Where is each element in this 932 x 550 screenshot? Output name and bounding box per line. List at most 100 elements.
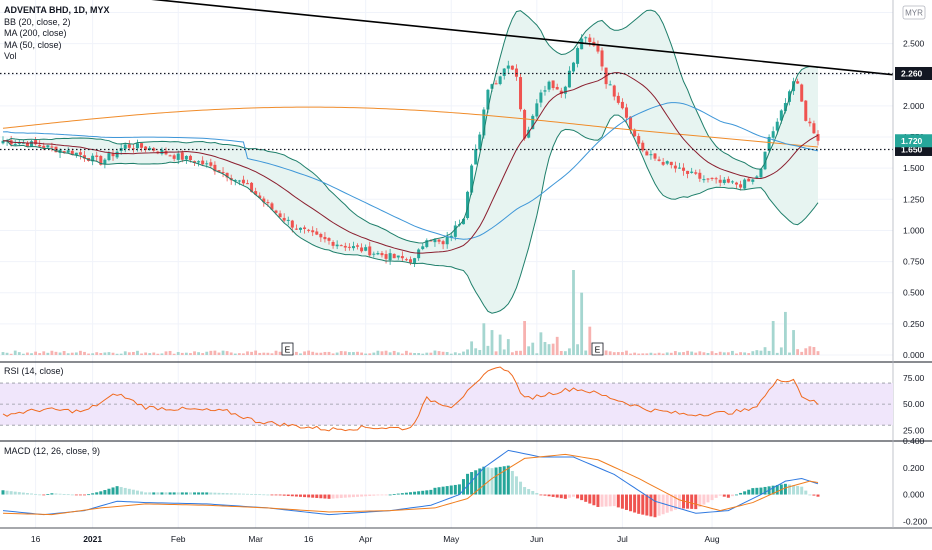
macd-histogram-bar	[99, 491, 103, 495]
volume-bar	[755, 350, 759, 355]
macd-histogram-bar	[42, 494, 46, 496]
earnings-marker-1[interactable]: E	[281, 342, 294, 356]
rsi-band-lines	[0, 382, 893, 426]
candle-body	[351, 246, 355, 249]
volume-bar	[775, 352, 779, 355]
volume-bar	[66, 353, 70, 355]
candle-body	[555, 86, 559, 90]
candle-body	[237, 180, 241, 182]
candle-body	[612, 85, 616, 97]
volume-bar	[621, 352, 624, 355]
candle-body	[176, 153, 180, 160]
volume-bar	[453, 352, 457, 355]
macd-histogram-bar	[184, 492, 188, 495]
volume-bar	[625, 350, 628, 355]
volume-bar	[698, 351, 702, 355]
rsi-tick-label: 50.00	[903, 399, 925, 409]
volume-bar	[299, 353, 302, 355]
macd-histogram-bar	[95, 492, 99, 495]
candle-body	[808, 121, 812, 124]
macd-histogram-bar	[461, 479, 465, 495]
volume-bar	[229, 352, 233, 355]
candle-body	[99, 155, 103, 165]
macd-histogram-bar	[763, 486, 767, 495]
candle-body	[298, 227, 302, 230]
macd-histogram-bar	[135, 490, 139, 495]
macd-legend: MACD (12, 26, close, 9)	[4, 446, 100, 458]
legend-macd[interactable]: MACD (12, 26, close, 9)	[4, 446, 101, 456]
candle-body	[380, 253, 384, 256]
macd-histogram-bar	[54, 493, 58, 495]
symbol-title[interactable]: ADVENTA BHD, 1D, MYX	[4, 5, 110, 15]
volume-bar	[266, 352, 270, 355]
macd-histogram-bar	[498, 466, 502, 495]
volume-bar	[669, 352, 673, 355]
macd-histogram-bar	[510, 470, 514, 495]
volume-bar	[54, 351, 58, 355]
candle-body	[356, 245, 360, 247]
legend-bb[interactable]: BB (20, close, 2)	[4, 16, 71, 27]
volume-bar	[388, 352, 392, 355]
volume-bar	[9, 353, 13, 355]
legend-rsi[interactable]: RSI (14, close)	[4, 366, 64, 376]
time-tick-label: Mar	[248, 534, 263, 544]
macd-histogram-bar	[808, 494, 812, 496]
macd-histogram-bar	[673, 494, 677, 510]
currency-badge[interactable]: MYR	[902, 5, 926, 20]
legend-ma200[interactable]: MA (200, close)	[4, 28, 67, 38]
macd-histogram-bar	[796, 485, 800, 495]
candle-body	[637, 136, 641, 144]
macd-histogram-bar	[470, 472, 474, 495]
candle-body	[266, 202, 270, 204]
macd-histogram-bar	[213, 492, 217, 495]
macd-histogram-bar	[303, 494, 307, 498]
candle-body	[665, 161, 669, 164]
candle-body	[519, 77, 523, 110]
volume-bar	[531, 342, 535, 355]
macd-histogram-bar	[800, 486, 804, 495]
candle-body	[50, 146, 54, 148]
volume-bar	[641, 353, 645, 355]
macd-tick-label: -0.200	[903, 516, 927, 526]
volume-bar	[87, 353, 90, 355]
macd-histogram-bar	[237, 493, 241, 495]
macd-histogram-bar	[543, 494, 547, 496]
volume-bar	[551, 343, 555, 355]
macd-histogram-bar	[335, 494, 339, 499]
macd-histogram-bar	[176, 492, 180, 495]
candle-body	[294, 228, 298, 230]
legend-vol[interactable]: Vol	[4, 51, 17, 61]
earnings-marker-2[interactable]: E	[591, 342, 604, 356]
macd-histogram-bar	[690, 494, 694, 509]
candle-body	[682, 167, 686, 171]
volume-bar	[437, 351, 441, 355]
time-tick-label: Feb	[171, 534, 186, 544]
candle-body	[543, 90, 547, 92]
macd-histogram-bar	[103, 490, 107, 495]
volume-bar	[739, 352, 742, 355]
volume-bar	[490, 330, 494, 355]
volume-bar	[352, 352, 355, 355]
volume-bar	[694, 352, 698, 355]
volume-bar	[686, 350, 689, 355]
macd-histogram-bar	[201, 492, 205, 495]
volume-bar	[417, 353, 421, 355]
volume-bar	[616, 352, 620, 355]
legend-ma50[interactable]: MA (50, close)	[4, 39, 62, 50]
volume-bar	[119, 353, 123, 355]
volume-bar	[502, 349, 506, 355]
candle-body	[188, 155, 192, 161]
candle-body	[42, 145, 46, 149]
candle-body	[445, 236, 449, 245]
macd-histogram-bar	[547, 494, 551, 497]
volume-bar	[690, 351, 694, 355]
volume-bar	[250, 351, 253, 355]
candle-body	[205, 163, 209, 165]
candle-body	[576, 48, 580, 64]
volume-bar	[95, 352, 99, 355]
candle-body	[763, 151, 767, 170]
volume-bar	[5, 352, 9, 355]
candle-body	[437, 239, 441, 242]
candle-body	[319, 234, 323, 238]
